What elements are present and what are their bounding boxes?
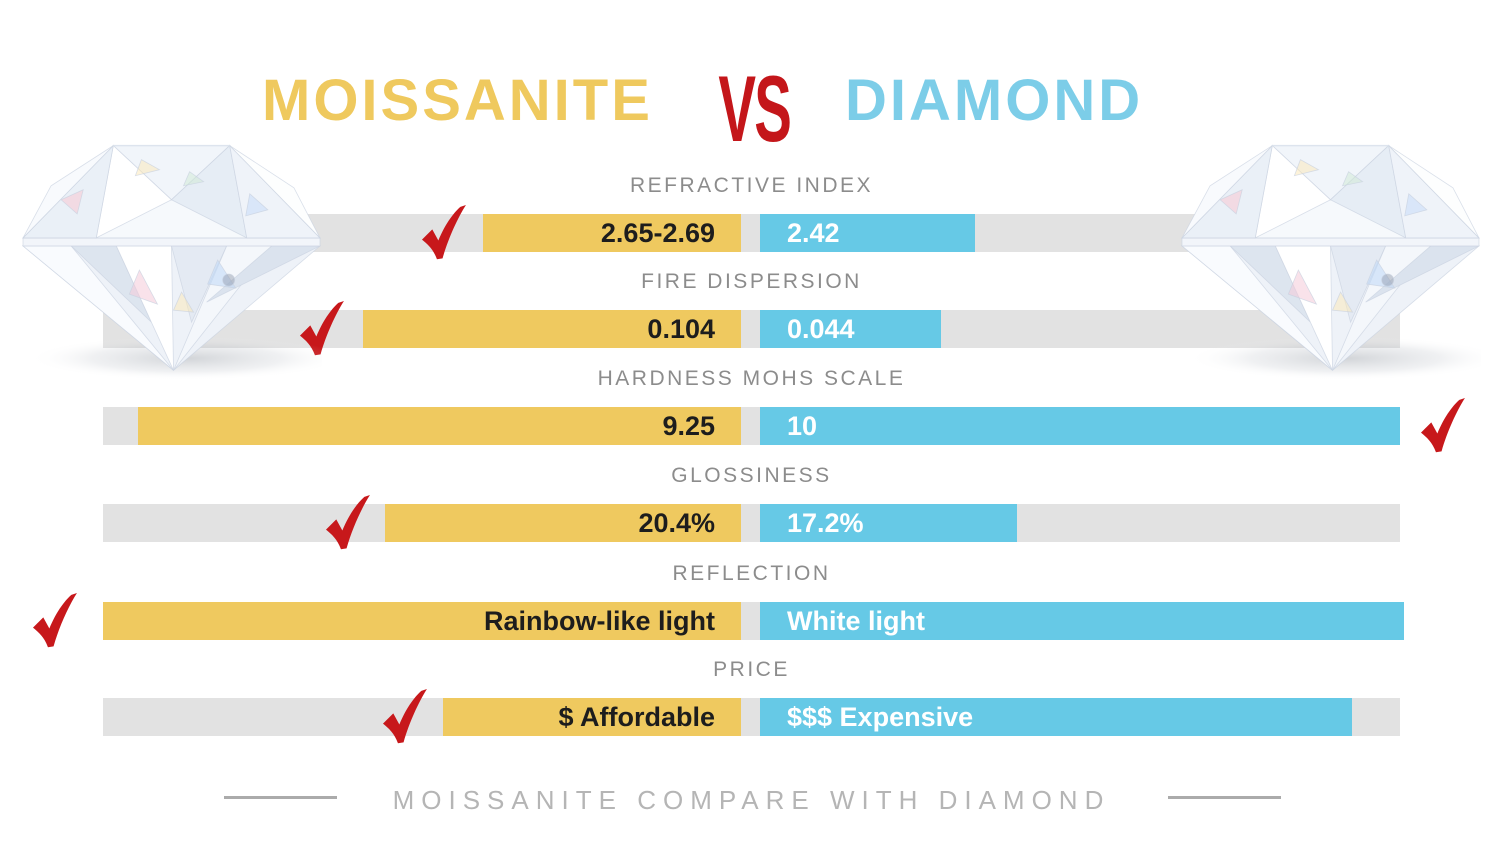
footer-left-line bbox=[224, 796, 337, 799]
footer-caption: MOISSANITE COMPARE WITH DIAMOND bbox=[392, 785, 1111, 815]
comparison-row: REFLECTION Rainbow-like light White light bbox=[0, 562, 1500, 648]
row-label: PRICE bbox=[713, 658, 790, 681]
diamond-bar: 17.2% bbox=[760, 504, 1017, 542]
diamond-bar: 10 bbox=[760, 407, 1400, 445]
row-label: REFRACTIVE INDEX bbox=[629, 174, 874, 197]
diamond-bar: $$$ Expensive bbox=[760, 698, 1352, 736]
diamond-bar: 0.044 bbox=[760, 310, 941, 348]
diamond-gem-image bbox=[1180, 141, 1500, 388]
footer: MOISSANITE COMPARE WITH DIAMOND bbox=[0, 783, 1500, 815]
comparison-row: FIRE DISPERSION 0.104 0.044 bbox=[0, 270, 1500, 356]
check-icon bbox=[298, 301, 345, 359]
moissanite-bar: Rainbow-like light bbox=[103, 602, 741, 640]
title-moissanite: MOISSANITE bbox=[262, 68, 653, 133]
title-vs: VS bbox=[718, 56, 791, 161]
row-label: FIRE DISPERSION bbox=[641, 270, 862, 293]
row-label: GLOSSINESS bbox=[671, 464, 832, 487]
comparison-row: HARDNESS MOHS SCALE 9.25 10 bbox=[0, 367, 1500, 453]
moissanite-bar: $ Affordable bbox=[443, 698, 741, 736]
title-diamond: DIAMOND bbox=[845, 68, 1144, 133]
comparison-row: GLOSSINESS 20.4% 17.2% bbox=[0, 464, 1500, 550]
diamond-bar: 2.42 bbox=[760, 214, 975, 252]
moissanite-bar: 9.25 bbox=[138, 407, 741, 445]
check-icon bbox=[420, 205, 467, 263]
moissanite-bar: 0.104 bbox=[363, 310, 741, 348]
diamond-bar: White light bbox=[760, 602, 1404, 640]
moissanite-gem-image bbox=[21, 141, 346, 388]
check-icon bbox=[324, 495, 371, 553]
check-icon bbox=[31, 593, 78, 651]
comparison-row: PRICE $ Affordable $$$ Expensive bbox=[0, 658, 1500, 744]
moissanite-bar: 2.65-2.69 bbox=[483, 214, 741, 252]
row-label: HARDNESS MOHS SCALE bbox=[597, 367, 906, 390]
row-label: REFLECTION bbox=[672, 562, 831, 585]
moissanite-bar: 20.4% bbox=[385, 504, 741, 542]
footer-right-line bbox=[1168, 796, 1281, 799]
check-icon bbox=[381, 689, 428, 747]
row-track bbox=[103, 504, 1400, 542]
check-icon bbox=[1419, 398, 1466, 456]
